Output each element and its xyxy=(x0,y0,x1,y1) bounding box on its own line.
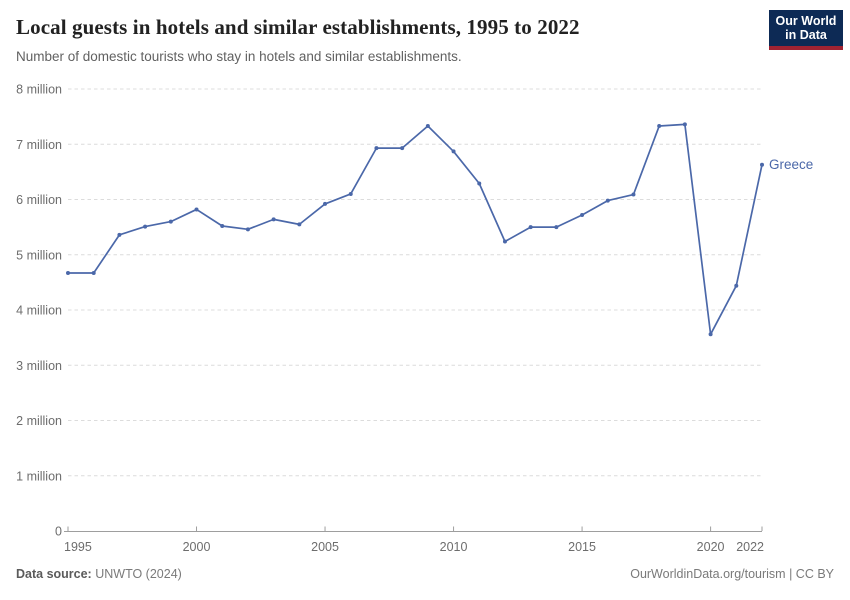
credit-line: OurWorldinData.org/tourism | CC BY xyxy=(630,567,834,581)
x-tick-label: 1995 xyxy=(64,540,92,554)
data-source: Data source: UNWTO (2024) xyxy=(16,567,182,581)
x-tick-label: 2000 xyxy=(183,540,211,554)
data-point xyxy=(631,192,636,197)
x-tick-label: 2022 xyxy=(736,540,764,554)
data-point xyxy=(451,149,456,154)
page-title: Local guests in hotels and similar estab… xyxy=(16,15,580,39)
data-point xyxy=(708,332,713,337)
y-tick-label: 6 million xyxy=(16,193,62,207)
y-tick-label: 5 million xyxy=(16,248,62,262)
data-point xyxy=(657,124,662,129)
data-point xyxy=(682,122,687,127)
series-label-greece: Greece xyxy=(769,156,814,172)
data-point xyxy=(425,124,430,129)
y-tick-label: 0 xyxy=(55,525,62,539)
data-source-label: Data source: xyxy=(16,567,92,581)
data-point xyxy=(66,270,70,275)
data-point xyxy=(91,270,96,275)
chart-subtitle: Number of domestic tourists who stay in … xyxy=(16,49,462,64)
data-point xyxy=(220,224,225,229)
series-line-greece xyxy=(67,123,763,336)
data-point xyxy=(168,219,173,224)
data-point xyxy=(117,232,122,237)
data-point xyxy=(760,162,764,167)
data-point xyxy=(245,227,250,232)
data-source-value: UNWTO (2024) xyxy=(95,567,182,581)
data-point xyxy=(734,283,739,288)
data-point xyxy=(400,146,405,151)
y-tick-label: 8 million xyxy=(16,83,62,97)
data-point xyxy=(323,201,328,206)
y-tick-label: 2 million xyxy=(16,414,62,428)
data-point xyxy=(580,212,585,217)
y-tick-label: 1 million xyxy=(16,469,62,483)
data-point xyxy=(271,217,276,222)
logo-line2: in Data xyxy=(785,28,827,42)
data-point xyxy=(143,224,148,229)
data-point xyxy=(605,198,610,203)
data-point xyxy=(374,146,379,151)
logo-line1: Our World xyxy=(775,14,837,28)
data-point xyxy=(477,181,482,186)
y-tick-label: 7 million xyxy=(16,138,62,152)
owid-logo: Our World in Data xyxy=(769,10,843,50)
y-tick-label: 4 million xyxy=(16,304,62,318)
x-tick-label: 2010 xyxy=(440,540,468,554)
data-point xyxy=(554,225,559,230)
data-point xyxy=(297,222,302,227)
data-point xyxy=(194,207,199,212)
x-tick-label: 2005 xyxy=(311,540,339,554)
x-tick-label: 2020 xyxy=(697,540,725,554)
data-point xyxy=(348,191,353,196)
data-point xyxy=(528,225,533,230)
y-tick-label: 3 million xyxy=(16,359,62,373)
x-tick-label: 2015 xyxy=(568,540,596,554)
data-point xyxy=(502,239,507,244)
